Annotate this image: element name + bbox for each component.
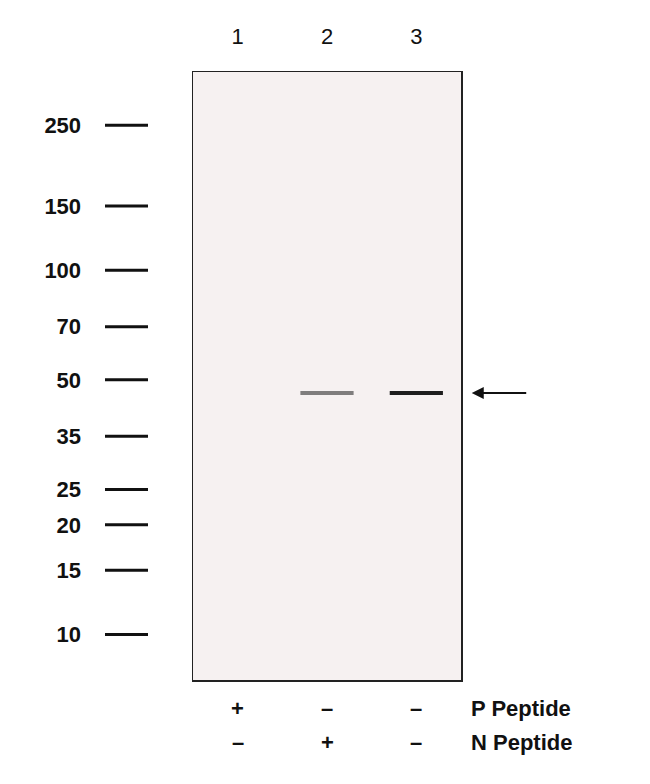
svg-text:70: 70	[57, 314, 81, 339]
svg-text:2: 2	[321, 24, 333, 49]
svg-text:35: 35	[57, 424, 81, 449]
svg-text:+: +	[231, 696, 244, 721]
svg-text:15: 15	[57, 558, 81, 583]
svg-text:–: –	[410, 730, 422, 755]
svg-text:–: –	[410, 696, 422, 721]
svg-text:250: 250	[44, 113, 81, 138]
svg-text:1: 1	[232, 24, 244, 49]
svg-text:3: 3	[410, 24, 422, 49]
svg-text:+: +	[321, 730, 334, 755]
svg-text:P Peptide: P Peptide	[471, 696, 571, 721]
svg-text:20: 20	[57, 513, 81, 538]
svg-text:10: 10	[57, 622, 81, 647]
svg-text:N Peptide: N Peptide	[471, 730, 572, 755]
svg-text:50: 50	[57, 368, 81, 393]
svg-text:–: –	[321, 696, 333, 721]
svg-text:150: 150	[44, 194, 81, 219]
svg-text:100: 100	[44, 258, 81, 283]
svg-text:–: –	[232, 730, 244, 755]
svg-text:25: 25	[57, 477, 81, 502]
